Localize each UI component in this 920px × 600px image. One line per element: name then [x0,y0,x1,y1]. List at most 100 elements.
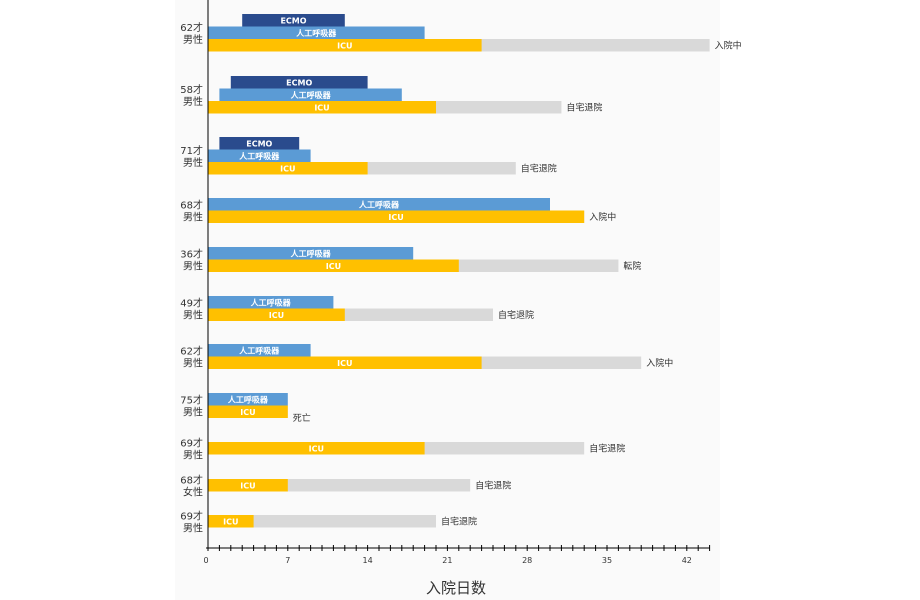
outcome-label: 自宅退院 [589,442,625,454]
patient-sex-label: 男性 [183,33,203,46]
patient-sex-label: 男性 [183,521,203,534]
ventilator-bar-label: 人工呼吸器 [239,345,280,355]
icu-bar [208,308,345,321]
patient-row: ICU 自宅退院 [208,442,625,455]
patient-sex-label: 男性 [183,95,203,108]
ventilator-bar-label: 人工呼吸器 [291,90,332,100]
icu-bar-label: ICU [240,481,255,490]
ventilator-bar-label: 人工呼吸器 [239,151,280,161]
patient-age-label: 68才 [180,473,203,486]
patient-row: ICU 自宅退院 [208,479,511,492]
ventilator-bar [219,88,402,101]
icu-bar [208,442,425,455]
icu-bar-label: ICU [337,359,352,368]
x-tick-label: 28 [522,556,532,565]
outcome-label: 死亡 [293,412,311,424]
icu-bar [208,515,254,528]
outcome-label: 転院 [623,260,641,272]
x-axis: 0 7 14 21 28 35 42 [203,0,711,565]
icu-bar [208,356,482,369]
patient-sex-label: 男性 [183,357,203,370]
icu-bar [208,210,585,223]
ventilator-bar [208,296,334,309]
icu-bar-label: ICU [223,517,238,526]
icu-bar [208,479,288,492]
stay-bar [208,515,436,528]
x-tick-label: 7 [285,556,290,565]
outcome-label: 自宅退院 [566,101,602,113]
patient-age-label: 69才 [180,436,203,449]
x-tick-label: 35 [602,556,612,565]
icu-bar [208,162,368,175]
x-tick-label: 42 [682,556,692,565]
ecmo-bar-label: ECMO [246,139,272,148]
patient-sex-label: 女性 [183,485,203,498]
x-tick-label: 14 [363,556,373,565]
icu-bar [208,259,459,272]
icu-bar [208,101,436,114]
patient-sex-label: 男性 [183,260,203,273]
ventilator-bar [208,393,288,406]
x-tick-label: 0 [203,556,208,565]
icu-bar-label: ICU [326,262,341,271]
icu-bar-label: ICU [309,444,324,453]
icu-bar-label: ICU [337,41,352,50]
ventilator-bar [208,247,414,260]
ecmo-bar [219,137,300,150]
x-tick-label: 21 [442,556,452,565]
outcome-label: 自宅退院 [475,479,511,491]
outcome-label: 入院中 [589,211,616,223]
icu-bar-label: ICU [314,103,329,112]
ventilator-bar [208,344,311,357]
icu-bar-label: ICU [280,164,295,173]
outcome-label: 自宅退院 [521,162,557,174]
icu-bar-label: ICU [388,213,403,222]
patient-age-label: 75才 [180,394,203,407]
ventilator-bar-label: 人工呼吸器 [228,394,269,404]
ecmo-bar-label: ECMO [286,78,312,87]
outcome-label: 自宅退院 [441,515,477,527]
patient-sex-label: 男性 [183,448,203,461]
patient-age-label: 62才 [180,21,203,34]
ecmo-bar [242,14,345,27]
patient-age-label: 68才 [180,199,203,212]
icu-bar-label: ICU [240,408,255,417]
ventilator-bar-label: 人工呼吸器 [291,248,332,258]
bars-layer: ICUECMO人工呼吸器入院中ICUECMO人工呼吸器自宅退院ICUECMO人工… [208,14,742,528]
icu-bar-label: ICU [269,311,284,320]
ventilator-bar-label: 人工呼吸器 [359,199,400,209]
ventilator-bar-label: 人工呼吸器 [251,297,292,307]
patient-age-label: 58才 [180,83,203,96]
patient-age-label: 49才 [180,297,203,310]
patient-sex-label: 男性 [183,211,203,224]
ventilator-bar [208,149,311,162]
icu-bar [208,405,288,418]
outcome-label: 入院中 [646,357,673,369]
patient-age-label: 69才 [180,509,203,522]
x-axis-title: 入院日数 [426,579,486,597]
patient-sex-label: 男性 [183,406,203,419]
outcome-label: 入院中 [715,39,742,51]
patient-age-label: 36才 [180,248,203,261]
patient-sex-label: 男性 [183,309,203,322]
patient-age-label: 62才 [180,345,203,358]
icu-bar [208,39,482,52]
ventilator-bar [208,198,550,211]
ecmo-bar [230,76,368,89]
patient-labels-layer: 62才男性58才男性71才男性68才男性36才男性49才男性62才男性75才男性… [180,21,203,535]
outcome-label: 自宅退院 [498,309,534,321]
patient-row: ICU 自宅退院 [208,515,477,528]
patient-age-label: 71才 [180,144,203,157]
ecmo-bar-label: ECMO [280,16,306,25]
patient-sex-label: 男性 [183,156,203,169]
ventilator-bar [208,26,425,39]
